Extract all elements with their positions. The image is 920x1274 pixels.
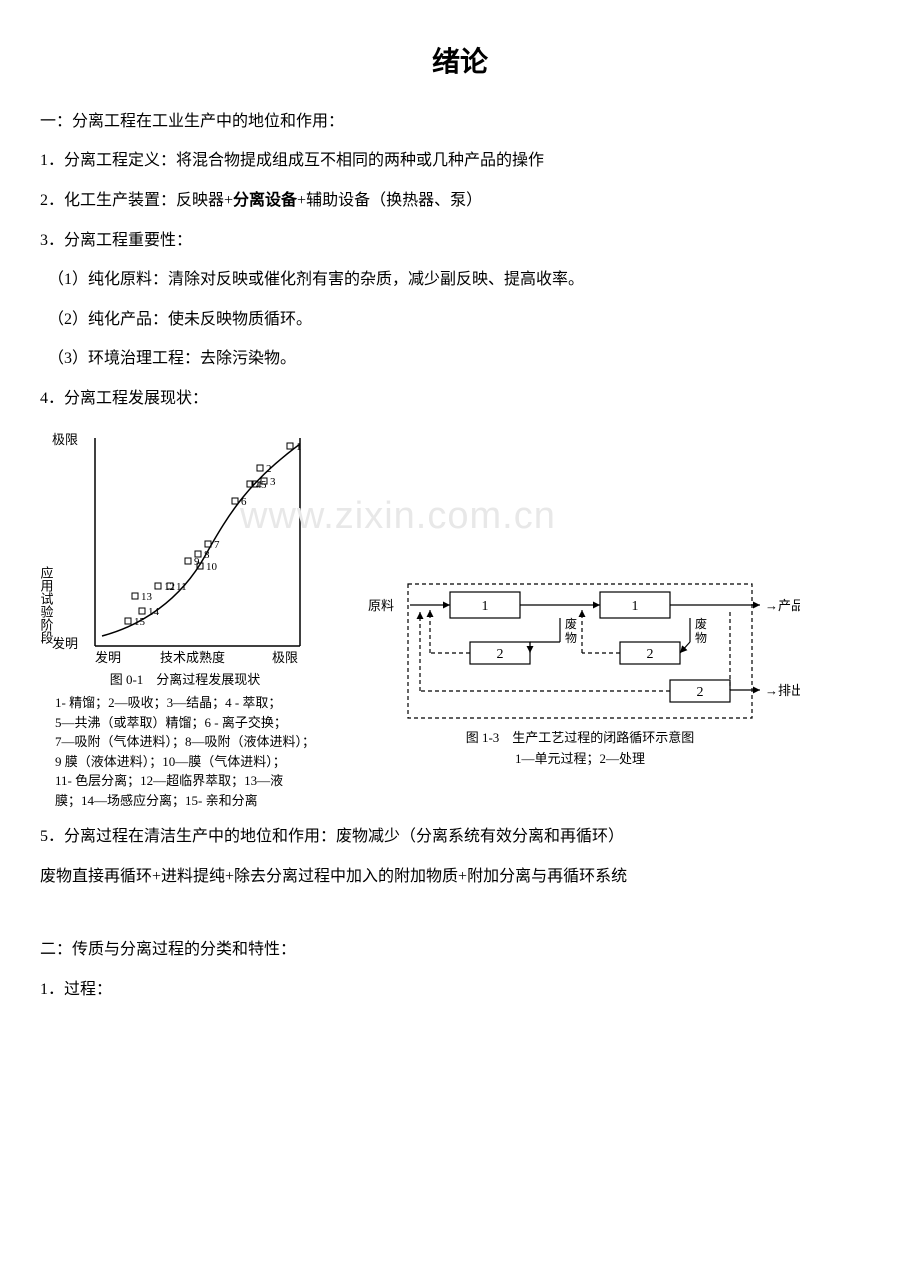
- svg-text:废: 废: [695, 616, 707, 631]
- svg-text:14: 14: [148, 606, 160, 618]
- svg-text:物: 物: [695, 631, 707, 645]
- svg-text:11: 11: [176, 581, 187, 593]
- svg-text:技术成熟度: 技术成熟度: [160, 650, 225, 665]
- figure-0-1: 极限应用试验阶段发明发明技术成熟度极限123456789101112131415…: [40, 426, 330, 811]
- svg-text:→产品: →产品: [765, 598, 800, 613]
- s1-p5: 5．分离过程在清洁生产中的地位和作用：废物减少（分离系统有效分离和再循环）: [40, 824, 880, 850]
- figure-1-3: 11222原料→产品废物废物→排出 图 1-3 生产工艺过程的闭路循环示意图 1…: [360, 582, 800, 770]
- svg-text:2: 2: [497, 647, 504, 662]
- fig1-caption-title: 图 0-1 分离过程发展现状: [55, 670, 315, 690]
- s1-p3-3: （3）环境治理工程：去除污染物。: [48, 346, 880, 372]
- fig1-chart: 极限应用试验阶段发明发明技术成熟度极限123456789101112131415: [40, 426, 330, 666]
- fig2-caption-title: 图 1-3 生产工艺过程的闭路循环示意图: [466, 728, 695, 749]
- svg-text:3: 3: [270, 476, 276, 488]
- svg-text:8: 8: [204, 549, 210, 561]
- svg-text:物: 物: [565, 631, 577, 645]
- svg-text:1: 1: [296, 441, 302, 453]
- s1-p2a: 2．化工生产装置：反映器+: [40, 192, 233, 209]
- svg-text:极限: 极限: [272, 650, 298, 665]
- fig2-flowchart: 11222原料→产品废物废物→排出: [360, 582, 800, 722]
- s1-p1: 1．分离工程定义：将混合物提成组成互不相同的两种或几种产品的操作: [40, 148, 880, 174]
- s1-p2b-bold: 分离设备: [233, 192, 297, 209]
- svg-text:2: 2: [697, 685, 704, 700]
- svg-text:→排出: →排出: [765, 683, 800, 698]
- svg-text:发明: 发明: [95, 650, 121, 665]
- svg-text:12: 12: [164, 581, 175, 593]
- svg-text:原料: 原料: [368, 598, 394, 613]
- s1-p3: 3．分离工程重要性：: [40, 228, 880, 254]
- svg-text:发明: 发明: [52, 636, 78, 651]
- page-title: 绪论: [40, 40, 880, 85]
- s1-p5-sub: 废物直接再循环+进料提纯+除去分离过程中加入的附加物质+附加分离与再循环系统: [40, 864, 880, 890]
- s1-p2: 2．化工生产装置：反映器+分离设备+辅助设备（换热器、泵）: [40, 188, 880, 214]
- section1-heading: 一：分离工程在工业生产中的地位和作用：: [40, 109, 880, 135]
- fig1-caption-lines: 1- 精馏；2—吸收；3—结晶；4 - 萃取；5—共沸（或萃取）精馏；6 - 离…: [55, 693, 315, 810]
- s1-p3-1: （1）纯化原料：清除对反映或催化剂有害的杂质，减少副反映、提高收率。: [48, 267, 880, 293]
- svg-text:2: 2: [647, 647, 654, 662]
- svg-text:15: 15: [134, 616, 146, 628]
- svg-text:7: 7: [214, 539, 220, 551]
- s2-p1: 1．过程：: [40, 977, 880, 1003]
- fig2-caption-sub: 1—单元过程；2—处理: [466, 749, 695, 770]
- svg-text:应用试验阶段: 应用试验阶段: [40, 565, 54, 644]
- svg-text:13: 13: [141, 591, 153, 603]
- s1-p2c: +辅助设备（换热器、泵）: [297, 192, 482, 209]
- s1-p3-2: （2）纯化产品：使未反映物质循环。: [48, 307, 880, 333]
- section2-heading: 二：传质与分离过程的分类和特性：: [40, 937, 880, 963]
- s1-p4: 4．分离工程发展现状：: [40, 386, 880, 412]
- svg-text:1: 1: [482, 599, 489, 614]
- svg-text:10: 10: [206, 561, 218, 573]
- svg-text:废: 废: [565, 616, 577, 631]
- svg-text:极限: 极限: [52, 432, 78, 447]
- svg-text:6: 6: [241, 496, 247, 508]
- svg-text:5: 5: [261, 479, 267, 491]
- svg-text:2: 2: [266, 463, 272, 475]
- svg-text:1: 1: [632, 599, 639, 614]
